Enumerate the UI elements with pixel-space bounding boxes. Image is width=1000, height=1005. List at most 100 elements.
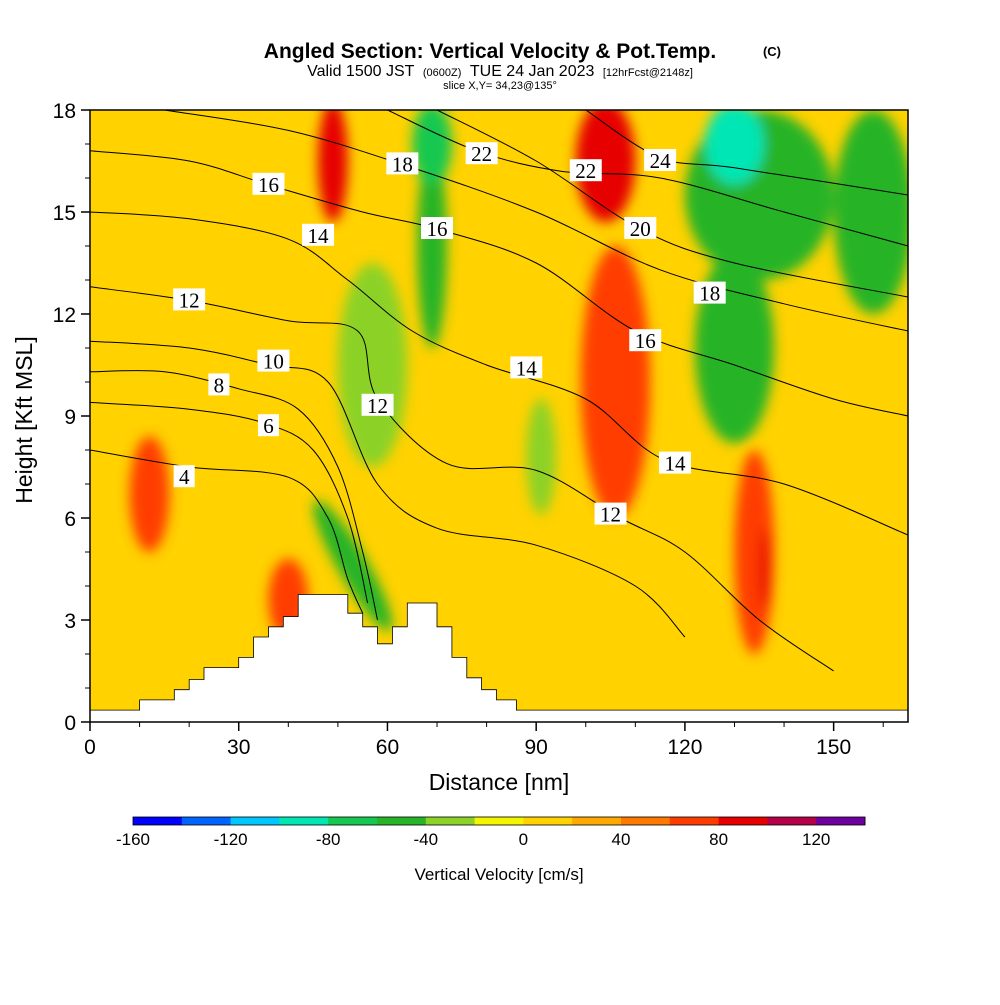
contour-label-box [173,465,195,488]
contour-label-box [693,281,726,304]
contour-label-box [173,288,206,311]
colorbar-swatch--20 [474,817,524,825]
colorbar-swatch-100 [767,817,817,825]
y-tick-label-0: 0 [64,712,76,735]
colorbar-swatch-0 [523,817,573,825]
colorbar-swatch-80 [718,817,768,825]
y-tick-label-9: 9 [64,406,76,429]
contour-label-text: 20 [630,217,651,241]
colorbar-swatch-40 [621,817,671,825]
contour-label-text: 14 [516,356,538,380]
contour-label-box [644,149,677,171]
contour-label-24-19: 24 [644,149,677,173]
velocity-cell-12 [759,528,770,610]
contour-label-18-15: 18 [693,281,726,306]
colorbar: -160 -120 -80 -40 0 40 80 120 [116,816,866,849]
contour-label-14-10: 14 [658,451,691,476]
colorbar-swatch--160 [133,817,183,825]
colorbar-tick-label--160: -160 [116,830,150,849]
contour-label-14-8: 14 [302,223,335,248]
contour-label-box [257,414,279,437]
x-axis: 0 30 60 90 120 150 [84,722,884,759]
colorbar-tick-label-0: 0 [519,830,528,849]
contour-label-box [658,451,691,474]
isentrope-10 [90,340,686,638]
contour-label-text: 14 [664,452,686,476]
y-tick-label-6: 6 [64,508,76,531]
velocity-cell-1 [129,436,170,552]
contour-label-text: 12 [367,394,388,418]
velocity-cell-5 [417,144,447,348]
contour-label-box [386,152,419,175]
isentrope-16 [90,150,908,417]
y-tick-label-15: 15 [53,202,76,225]
colorbar-swatch-60 [669,817,720,825]
contour-label-6-2: 6 [257,414,279,438]
x-tick-label-60: 60 [376,736,399,759]
contour-label-20-16: 20 [624,217,657,241]
contour-label-text: 10 [263,350,284,374]
colorbar-swatch--80 [328,817,378,825]
contour-label-text: 18 [392,152,413,176]
contour-label-18-14: 18 [386,152,419,176]
colorbar-swatch--140 [181,817,232,825]
isentrope-8 [90,370,378,621]
colorbar-tick-label--40: -40 [414,830,439,849]
isentrope-6 [90,401,369,604]
contour-label-8-3: 8 [208,373,230,397]
colorbar-swatch-120 [816,817,866,825]
contour-label-text: 12 [600,503,621,527]
isentrope-24 [585,110,908,196]
velocity-cell-9 [575,110,636,223]
contour-label-22-17: 22 [465,142,498,166]
velocity-cell-8 [526,399,557,515]
contour-label-16-13: 16 [629,329,662,353]
contour-label-12-7: 12 [594,502,627,527]
colorbar-tick-label-40: 40 [612,830,631,849]
y-axis: 0 3 6 9 12 15 18 [53,100,90,735]
contour-label-12-6: 12 [361,393,394,418]
colorbar-frame [132,816,866,826]
colorbar-tick-label-120: 120 [802,830,830,849]
contour-label-box [257,349,290,372]
contour-label-box [569,159,602,182]
colorbar-tick-label-80: 80 [709,830,728,849]
colorbar-tick-label--120: -120 [214,830,248,849]
subtitle-valid-time: Valid 1500 JST [307,63,415,80]
velocity-cell-14 [704,110,765,185]
chart-title-mark: (C) [763,44,781,59]
x-tick-label-30: 30 [227,736,250,759]
x-tick-label-150: 150 [816,736,851,759]
contour-label-box [594,502,627,525]
colorbar-tick-label--80: -80 [316,830,341,849]
contour-label-box [361,393,394,416]
contour-labels: 4 6 8 10 12 12 12 14 14 14 16 16 16 18 18 20 22 22 24 [173,142,726,527]
contour-label-text: 16 [635,329,656,353]
contour-label-text: 24 [650,149,672,173]
y-axis-label: Height [Kft MSL] [11,336,37,503]
contour-label-box [510,356,543,379]
contour-label-text: 18 [699,282,720,306]
colorbar-swatch--120 [230,817,280,825]
contour-label-box [465,142,498,165]
velocity-cell-16 [833,110,908,314]
plot-area: 4 6 8 10 12 12 12 14 14 14 16 16 16 18 18 20 22 22 24 [90,110,908,722]
contour-label-10-4: 10 [257,349,290,374]
contour-label-box [629,329,662,352]
slice-label: slice X,Y= 34,23@135° [443,80,557,92]
isentrope-18 [164,110,908,332]
subtitle-date: TUE 24 Jan 2023 [470,63,595,80]
colorbar-swatch--60 [377,817,427,825]
contour-label-4-1: 4 [173,465,195,489]
y-tick-label-12: 12 [53,304,76,327]
x-tick-label-120: 120 [667,736,702,759]
contour-label-text: 8 [214,373,225,397]
velocity-cell-6 [412,110,452,185]
subtitle-forecast: [12hrFcst@2148z] [603,67,693,79]
contour-label-box [421,217,454,239]
contour-label-box [252,172,285,195]
contour-label-text: 16 [427,217,448,241]
contour-label-box [624,217,657,239]
contour-label-text: 22 [471,142,492,166]
